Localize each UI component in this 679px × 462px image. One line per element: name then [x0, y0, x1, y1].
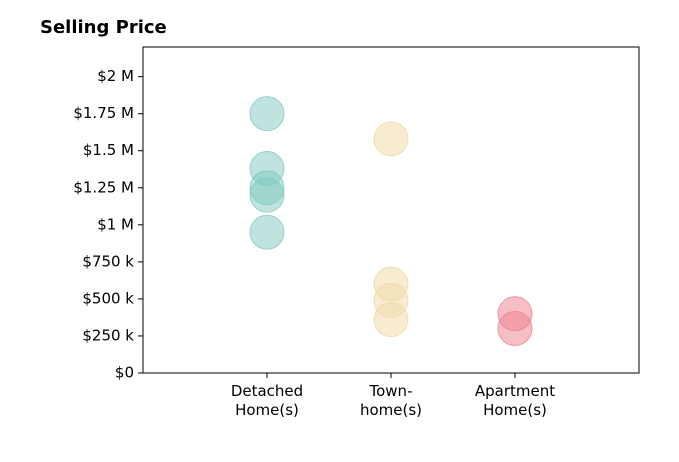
x-tick-label: Town-home(s)	[360, 382, 422, 419]
y-tick-label: $1.75 M	[73, 104, 134, 122]
point	[497, 311, 533, 347]
x-tick-label-line: Home(s)	[483, 401, 547, 419]
y-tick-label: $1 M	[97, 215, 134, 233]
x-tick-label-line: Apartment	[475, 382, 555, 400]
y-tick-label: $250 k	[82, 326, 134, 344]
y-tick-label: $2 M	[97, 67, 134, 85]
x-tick-label: Detached Home(s)	[231, 382, 303, 419]
x-tick-label: Apartment Home(s)	[475, 382, 555, 419]
y-tick-label: $750 k	[82, 252, 134, 270]
y-tick-label: $1.5 M	[83, 141, 134, 159]
point	[249, 177, 285, 213]
x-tick-label-line: home(s)	[360, 401, 422, 419]
point	[373, 302, 409, 338]
y-tick-label: $1.25 M	[73, 178, 134, 196]
x-tick-label-line: Detached	[231, 382, 303, 400]
point	[249, 96, 285, 132]
chart-title: Selling Price	[40, 17, 167, 38]
y-tick-label: $500 k	[82, 289, 134, 307]
x-tick-label-line: Town-	[369, 382, 413, 400]
point	[249, 214, 285, 250]
y-tick-label: $0	[115, 364, 134, 382]
point	[373, 121, 409, 157]
x-tick-label-line: Home(s)	[235, 401, 299, 419]
